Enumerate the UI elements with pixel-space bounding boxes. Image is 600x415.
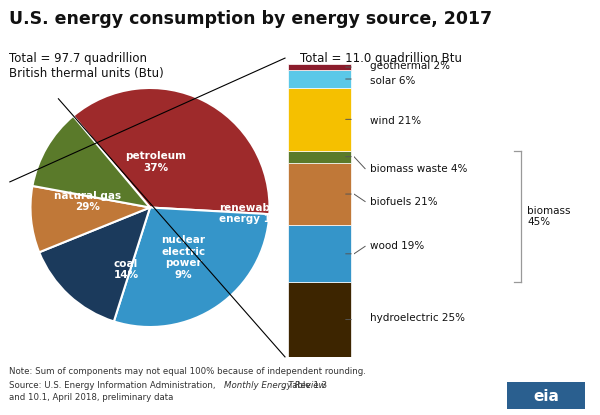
Text: solar 6%: solar 6% [370, 76, 415, 85]
Text: wind 21%: wind 21% [370, 116, 421, 126]
Text: eia: eia [533, 389, 559, 404]
Text: Note: Sum of components may not equal 100% because of independent rounding.: Note: Sum of components may not equal 10… [9, 367, 366, 376]
Text: Monthly Energy Review: Monthly Energy Review [224, 381, 325, 390]
Wedge shape [39, 208, 150, 322]
Wedge shape [73, 88, 269, 214]
Text: and 10.1, April 2018, preliminary data: and 10.1, April 2018, preliminary data [9, 393, 173, 402]
Text: biofuels 21%: biofuels 21% [370, 197, 437, 207]
Text: geothermal 2%: geothermal 2% [370, 61, 449, 71]
Bar [289, 70, 350, 88]
Wedge shape [114, 208, 269, 327]
Text: petroleum
37%: petroleum 37% [125, 151, 187, 173]
Text: coal
14%: coal 14% [113, 259, 139, 281]
Text: natural gas
29%: natural gas 29% [54, 191, 121, 212]
Text: hydroelectric 25%: hydroelectric 25% [370, 313, 464, 323]
Text: Total = 97.7 quadrillion
British thermal units (Btu): Total = 97.7 quadrillion British thermal… [9, 52, 164, 80]
Bar [289, 88, 350, 151]
Text: , Table 1.3: , Table 1.3 [283, 381, 327, 390]
Text: Total = 11.0 quadrillion Btu: Total = 11.0 quadrillion Btu [300, 52, 462, 65]
Text: Source: U.S. Energy Information Administration,: Source: U.S. Energy Information Administ… [9, 381, 218, 390]
Wedge shape [31, 186, 150, 252]
Text: renewable
energy 11%: renewable energy 11% [220, 203, 289, 224]
Text: wood 19%: wood 19% [370, 242, 424, 251]
Bar [289, 163, 350, 225]
Bar [289, 64, 350, 70]
Text: biomass waste 4%: biomass waste 4% [370, 164, 467, 173]
FancyBboxPatch shape [507, 382, 585, 409]
Bar [289, 282, 350, 357]
Text: nuclear
electric
power
9%: nuclear electric power 9% [161, 235, 206, 280]
Text: U.S. energy consumption by energy source, 2017: U.S. energy consumption by energy source… [9, 10, 492, 28]
Bar [289, 151, 350, 163]
Wedge shape [32, 116, 150, 208]
Text: biomass
45%: biomass 45% [527, 206, 571, 227]
Bar [289, 225, 350, 282]
